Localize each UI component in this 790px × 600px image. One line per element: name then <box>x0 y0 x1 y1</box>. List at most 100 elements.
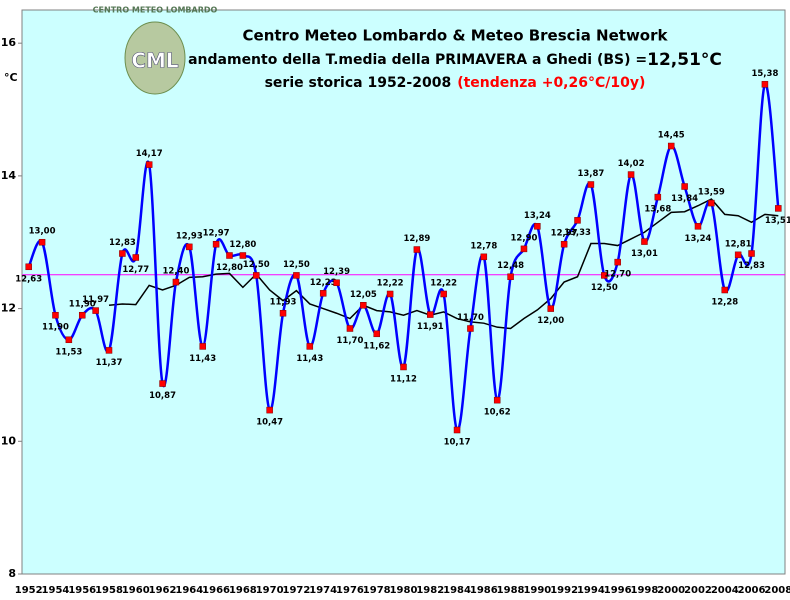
marker <box>748 250 755 257</box>
marker <box>172 278 180 286</box>
x-tick-label: 1972 <box>282 585 310 596</box>
x-tick-label: 1978 <box>363 585 391 596</box>
marker <box>65 336 73 344</box>
x-tick-label: 1992 <box>550 585 578 596</box>
marker <box>212 240 220 248</box>
data-label: 12,22 <box>430 278 457 288</box>
logo-shape <box>124 21 186 95</box>
plot-area <box>21 9 786 575</box>
data-label: 10,62 <box>484 408 511 418</box>
data-label: 12,93 <box>176 231 203 241</box>
marker <box>520 245 528 253</box>
x-tick-label: 1986 <box>470 585 498 596</box>
data-label: 11,62 <box>363 341 390 351</box>
marker <box>159 380 166 387</box>
marker <box>253 272 260 279</box>
marker <box>293 272 300 279</box>
marker <box>560 240 568 248</box>
x-tick-label: 1956 <box>68 585 96 596</box>
x-tick-label: 1966 <box>202 585 230 596</box>
data-label: 13,84 <box>671 194 698 204</box>
x-tick-label: 1968 <box>229 585 257 596</box>
marker <box>627 171 635 178</box>
data-label: 12,50 <box>591 283 618 293</box>
data-label: 12,50 <box>243 260 270 270</box>
x-tick-label: 1974 <box>309 585 337 596</box>
data-label: 11,93 <box>270 298 297 308</box>
marker <box>453 426 461 434</box>
marker <box>52 311 59 319</box>
data-label: 12,77 <box>122 265 149 275</box>
data-label: 13,33 <box>564 228 591 238</box>
marker <box>319 290 327 297</box>
marker <box>333 279 340 286</box>
data-label: 11,91 <box>417 322 444 332</box>
data-label: 12,40 <box>162 267 189 277</box>
data-label: 12,28 <box>711 298 738 308</box>
data-label: 12,39 <box>323 267 350 277</box>
x-tick-label: 1952 <box>15 585 43 596</box>
x-tick-label: 1988 <box>497 585 525 596</box>
marker <box>427 311 434 318</box>
subtitle: andamento della T.media della PRIMAVERA … <box>188 50 722 70</box>
data-label: 12,89 <box>403 234 430 244</box>
logo-text: CML <box>131 49 179 73</box>
data-label: 11,97 <box>82 295 109 305</box>
marker <box>400 363 407 371</box>
marker <box>574 217 581 224</box>
marker <box>775 205 782 212</box>
data-label: 14,02 <box>618 159 645 169</box>
marker <box>493 396 501 404</box>
x-tick-label: 1994 <box>577 585 605 596</box>
data-label: 12,23 <box>310 278 337 288</box>
data-label: 15,38 <box>751 69 778 79</box>
subtitle-value: 12,51°C <box>647 50 722 70</box>
data-label: 11,12 <box>390 374 417 384</box>
marker <box>534 223 541 230</box>
data-label: 10,87 <box>149 391 176 401</box>
marker <box>694 223 702 230</box>
data-label: 13,59 <box>698 188 725 198</box>
x-tick-label: 1958 <box>95 585 123 596</box>
data-label: 12,05 <box>350 290 377 300</box>
data-label: 13,00 <box>29 227 56 237</box>
data-label: 12,81 <box>725 239 752 249</box>
marker <box>266 406 273 414</box>
x-tick-label: 1970 <box>256 585 284 596</box>
data-label: 14,17 <box>136 149 163 159</box>
chart-title: Centro Meteo Lombardo & Meteo Brescia Ne… <box>243 27 669 45</box>
marker <box>346 325 354 332</box>
marker <box>186 243 193 251</box>
marker <box>467 325 474 332</box>
marker <box>119 250 126 257</box>
data-label: 12,97 <box>551 229 578 239</box>
data-label: 13,68 <box>644 205 671 215</box>
marker <box>708 199 715 207</box>
x-tick-label: 1990 <box>523 585 551 596</box>
x-tick-label: 2004 <box>711 585 739 596</box>
y-axis-label: °C <box>4 71 18 84</box>
data-label: 12,80 <box>216 263 243 273</box>
data-label: 12,70 <box>604 270 631 280</box>
x-tick-label: 2002 <box>684 585 712 596</box>
marker <box>734 251 742 259</box>
data-label: 13,24 <box>524 211 551 221</box>
x-tick-label: 1982 <box>416 585 444 596</box>
marker <box>239 252 247 259</box>
data-label: 12,83 <box>109 238 136 248</box>
x-tick-label: 1998 <box>631 585 659 596</box>
data-label: 11,37 <box>96 358 123 368</box>
marker <box>587 181 595 188</box>
marker <box>761 81 769 88</box>
x-tick-label: 2000 <box>657 585 685 596</box>
marker <box>413 246 421 253</box>
marker <box>654 193 662 201</box>
x-tick-label: 1962 <box>149 585 177 596</box>
x-tick-label: 1980 <box>390 585 418 596</box>
data-label: 10,47 <box>256 418 283 428</box>
data-label: 11,43 <box>296 354 323 364</box>
data-label: 11,70 <box>337 336 364 346</box>
y-tick-label: 8 <box>8 567 16 580</box>
y-tick-label: 12 <box>1 302 16 315</box>
